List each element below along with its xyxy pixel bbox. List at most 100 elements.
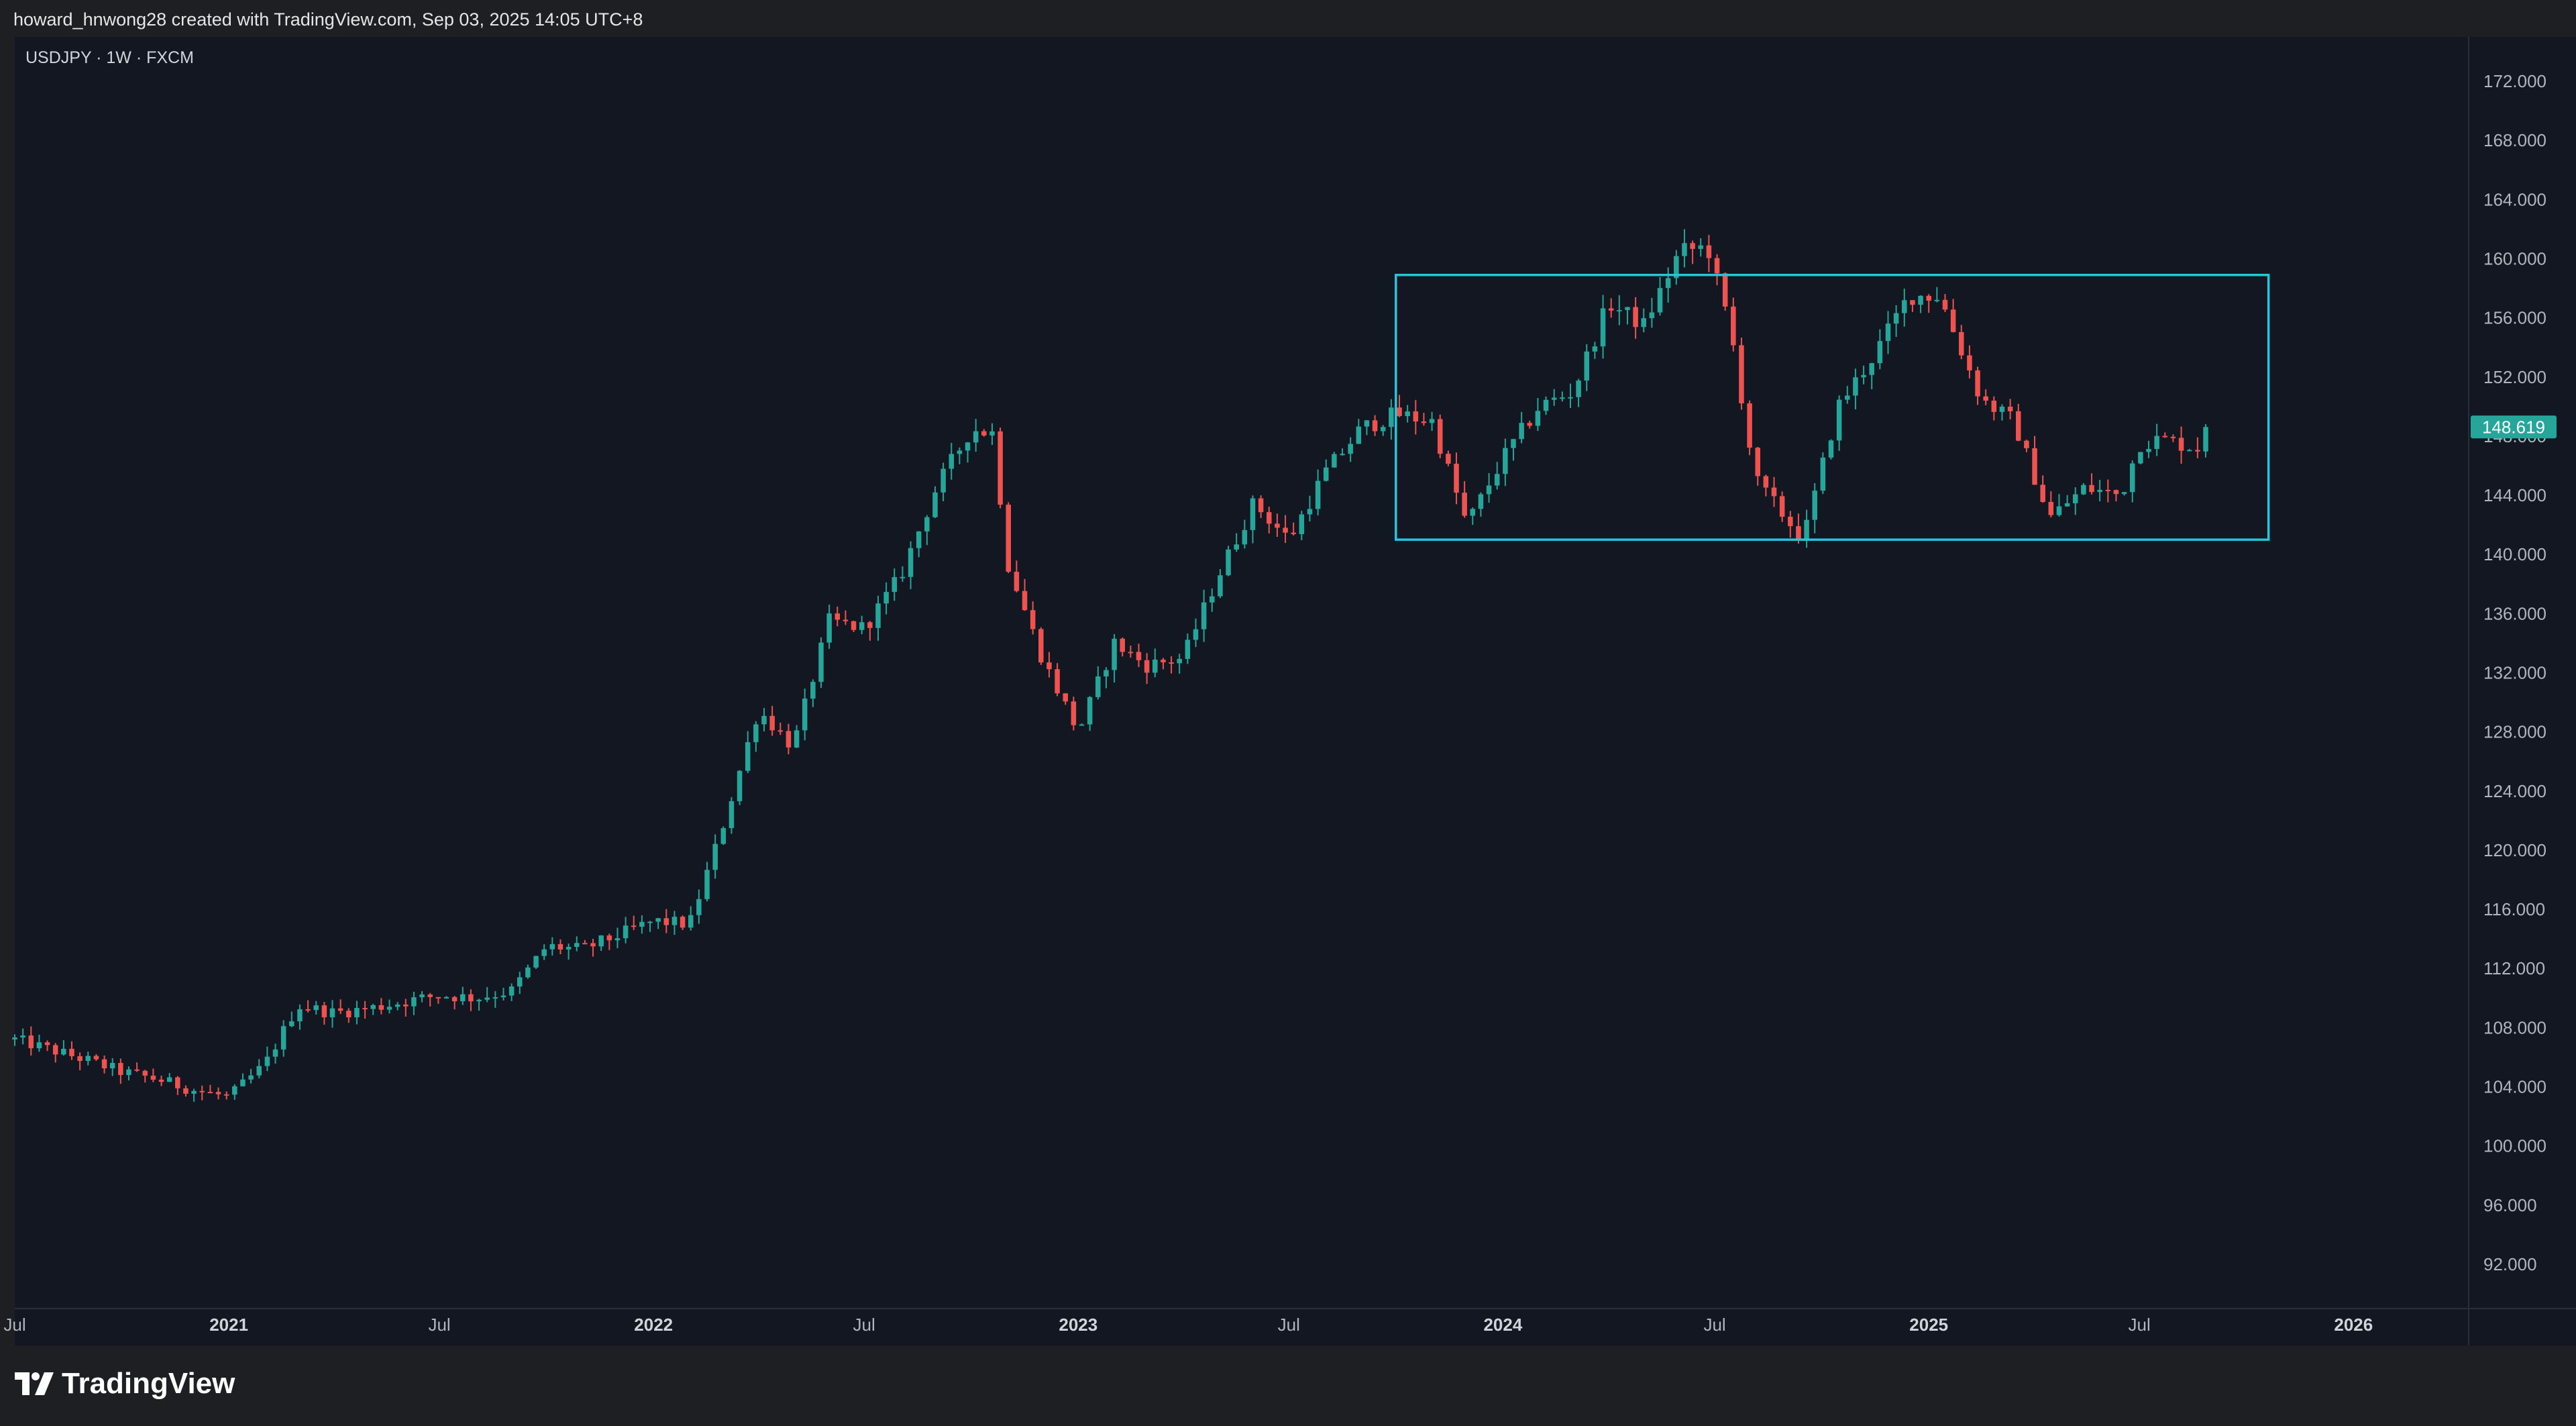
candle-body: [52, 1045, 58, 1055]
candle-body: [1030, 610, 1036, 629]
candle-body: [419, 994, 425, 998]
time-tick-label: Jul: [1278, 1315, 1300, 1335]
candle-body: [1771, 487, 1777, 497]
candle-body: [1535, 411, 1541, 426]
candle-body: [1454, 463, 1459, 493]
candle-body: [957, 450, 963, 454]
price-tick-label: 156.000: [2483, 308, 2546, 328]
candle-body: [142, 1070, 148, 1076]
candle-body: [525, 967, 531, 978]
candle-body: [549, 944, 555, 950]
candle-body: [77, 1056, 83, 1061]
candle-body: [631, 925, 637, 927]
candle-body: [1161, 659, 1166, 662]
candle-body: [427, 994, 433, 997]
candle-body: [1242, 529, 1248, 545]
candle-body: [582, 943, 588, 945]
price-tick-label: 160.000: [2483, 249, 2546, 269]
candle-body: [1389, 407, 1394, 427]
candle-body: [557, 944, 564, 950]
symbol-label[interactable]: USDJPY · 1W · FXCM: [25, 48, 194, 67]
candle-body: [2056, 506, 2062, 515]
candle-body: [769, 715, 775, 731]
candle-body: [818, 642, 824, 682]
candle-body: [1999, 406, 2005, 412]
candle-body: [696, 899, 702, 915]
candle-body: [1250, 498, 1256, 530]
candle-body: [2040, 485, 2045, 502]
candle-body: [2072, 494, 2078, 503]
candle-body: [337, 1008, 343, 1011]
price-tick-label: 116.000: [2483, 899, 2545, 919]
price-tick-label: 112.000: [2483, 958, 2545, 978]
candle-body: [998, 431, 1003, 505]
candle-body: [1193, 629, 1199, 640]
candle-body: [786, 731, 792, 748]
candle-body: [370, 1005, 376, 1009]
candle-body: [126, 1069, 131, 1075]
range-box-drawing[interactable]: [1395, 274, 2270, 541]
candle-body: [1266, 512, 1272, 524]
candle-body: [2024, 440, 2029, 448]
price-tick-label: 152.000: [2483, 367, 2546, 387]
candle-body: [574, 943, 580, 948]
time-tick-label: 2022: [634, 1315, 673, 1335]
candle-body: [1649, 312, 1655, 319]
price-tick-label: 104.000: [2483, 1076, 2546, 1097]
candle-body: [1714, 258, 1720, 274]
time-tick-label: 2023: [1059, 1315, 1097, 1335]
candle-body: [264, 1056, 270, 1066]
candle-body: [2081, 485, 2086, 495]
candle-body: [2138, 452, 2143, 464]
candle-body: [1112, 638, 1117, 670]
time-tick-label: Jul: [853, 1315, 875, 1335]
candle-body: [476, 999, 482, 1002]
candle-body: [1918, 295, 1923, 305]
candle-body: [1926, 295, 1931, 301]
candle-body: [378, 1005, 384, 1010]
candle-body: [541, 949, 547, 956]
candle-body: [566, 947, 572, 950]
candle-body: [1633, 307, 1638, 327]
tradingview-logo[interactable]: TradingView: [15, 1367, 235, 1400]
price-axis[interactable]: 172.000 168.000 164.000 160.000 156.000 152.0…: [2483, 71, 2546, 1274]
candle-body: [61, 1048, 66, 1055]
candle-body: [1144, 660, 1150, 673]
price-tick-label: 144.000: [2483, 485, 2546, 505]
candle-body: [2203, 427, 2208, 452]
price-tick-label: 100.000: [2483, 1136, 2546, 1156]
candle-body: [1340, 454, 1345, 456]
candle-body: [2032, 448, 2037, 485]
price-tick-label: 108.000: [2483, 1017, 2546, 1037]
time-tick-label: 2021: [209, 1315, 248, 1335]
candle-body: [761, 715, 767, 725]
last-price-label: 148.619: [2482, 417, 2545, 437]
candle-body: [941, 468, 946, 493]
candle-body: [2121, 492, 2127, 495]
candle-body: [484, 997, 490, 1000]
candle-body: [1470, 509, 1476, 516]
candle-body: [1038, 629, 1044, 663]
candle-body: [614, 938, 621, 941]
attribution-text: howard_hnwong28 created with TradingView…: [13, 9, 643, 30]
chart-panel[interactable]: [15, 37, 2576, 1345]
candle-body: [932, 492, 938, 517]
time-axis[interactable]: Jul 2021 Jul 2022 Jul 2023 Jul 2024 Jul 2025 Jul 20…: [3, 1315, 2373, 1335]
candle-body: [720, 828, 727, 844]
candle-body: [435, 997, 441, 999]
time-tick-label: Jul: [2129, 1315, 2151, 1335]
candle-body: [1584, 351, 1590, 381]
candle-body: [1625, 307, 1630, 311]
candle-body: [1291, 532, 1296, 534]
candle-body: [1283, 527, 1288, 533]
candle-body: [1950, 309, 1956, 332]
candle-body: [1967, 355, 1972, 371]
candle-body: [1006, 505, 1012, 572]
price-tick-label: 172.000: [2483, 71, 2546, 91]
candlestick-chart[interactable]: 172.000 168.000 164.000 160.000 156.000 152.0…: [0, 0, 2576, 1345]
candle-body: [1128, 652, 1134, 654]
candle-body: [835, 613, 841, 620]
candle-body: [1087, 697, 1093, 725]
candle-body: [2113, 490, 2119, 495]
candle-body: [1372, 420, 1378, 431]
